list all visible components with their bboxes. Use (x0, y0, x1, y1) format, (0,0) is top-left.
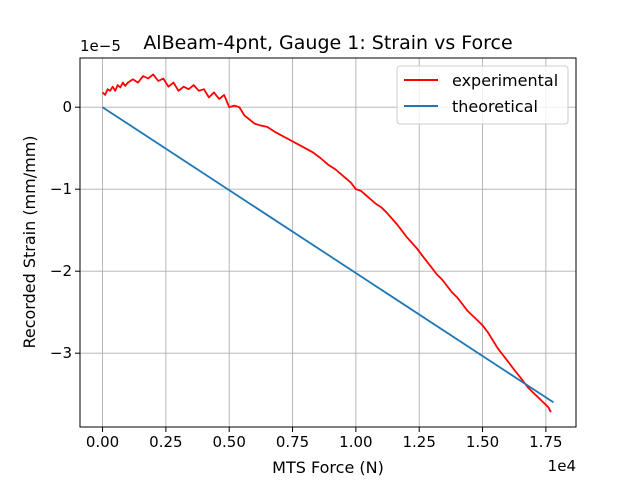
series-line-theoretical (102, 106, 554, 404)
x-tick-label: 1.50 (466, 433, 499, 451)
x-tick-label: 0.75 (276, 433, 309, 451)
plot-area (101, 73, 554, 413)
x-tick-label: 1.00 (339, 433, 372, 451)
axes-frame (79, 57, 577, 428)
y-axis-label: Recorded Strain (mm/mm) (20, 135, 39, 348)
legend-box (396, 65, 569, 125)
x-tick-label: 1.25 (402, 433, 435, 451)
legend: experimental theoretical (396, 65, 569, 125)
x-tick-label: 0.50 (213, 433, 246, 451)
axis-ticks: 0.00 0.25 0.50 0.75 1.00 1.25 1.50 1.75 0 −1 −2 −3 (50, 98, 563, 451)
x-tick-label: 1.75 (529, 433, 562, 451)
x-tick-label: 0.25 (149, 433, 182, 451)
x-offset-text: 1e4 (548, 457, 576, 475)
legend-label-theoretical: theoretical (452, 97, 538, 116)
series-line-experimental (101, 73, 552, 413)
x-tick-label: 0.00 (86, 433, 119, 451)
x-axis-label: MTS Force (N) (272, 458, 384, 477)
y-tick-label: −3 (50, 344, 72, 362)
legend-label-experimental: experimental (452, 71, 558, 90)
y-tick-label: −1 (50, 180, 72, 198)
y-offset-text: 1e−5 (80, 37, 121, 55)
y-tick-label: 0 (62, 98, 72, 116)
chart-title: AlBeam-4pnt, Gauge 1: Strain vs Force (143, 32, 512, 54)
y-tick-label: −2 (50, 262, 72, 280)
